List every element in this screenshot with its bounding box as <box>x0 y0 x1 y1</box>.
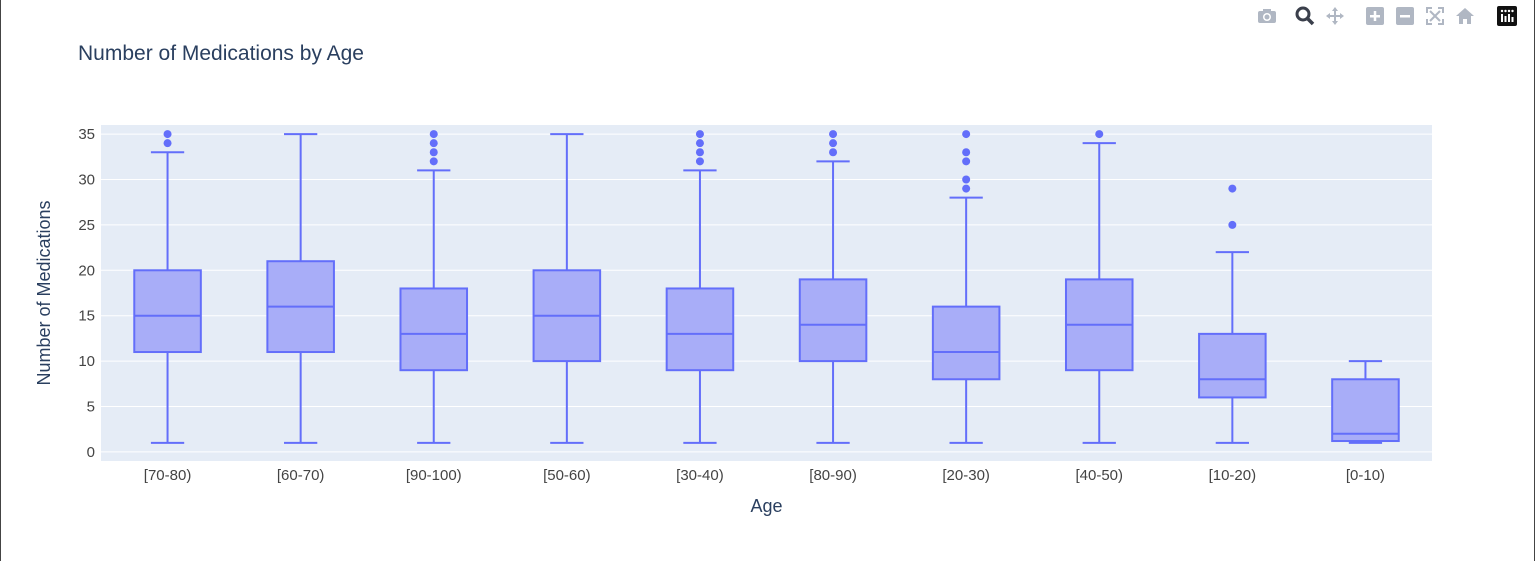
x-axis-title: Age <box>750 496 782 516</box>
box-[50-60)[interactable] <box>532 133 602 444</box>
y-tick-label: 10 <box>78 353 95 370</box>
y-tick-label: 0 <box>87 444 95 461</box>
box-[0-10)[interactable] <box>1331 360 1400 444</box>
x-tick-label: [60-70) <box>277 467 325 484</box>
outlier-point[interactable] <box>695 157 704 166</box>
box-[80-90)[interactable] <box>798 130 868 444</box>
zoom-in-icon[interactable] <box>1363 4 1387 28</box>
outlier-point[interactable] <box>1228 220 1237 229</box>
y-tick-labels: 0 5 10 15 20 25 30 35 <box>78 126 95 461</box>
y-tick-label: 20 <box>78 262 95 279</box>
y-tick-label: 5 <box>87 399 95 416</box>
outlier-point[interactable] <box>962 148 971 157</box>
plotly-logo-icon[interactable] <box>1495 4 1519 28</box>
zoom-icon[interactable] <box>1293 4 1317 28</box>
y-tick-label: 25 <box>78 217 95 234</box>
box-[20-30)[interactable] <box>931 130 1001 444</box>
outlier-point[interactable] <box>695 139 704 148</box>
box-[60-70)[interactable] <box>266 133 335 444</box>
x-tick-label: [80-90) <box>809 467 857 484</box>
outlier-point[interactable] <box>1228 184 1237 193</box>
outlier-point[interactable] <box>163 130 172 139</box>
box-[90-100)[interactable] <box>399 130 469 444</box>
iqr-box <box>798 278 868 363</box>
boxes <box>133 130 1400 444</box>
x-tick-label: [30-40) <box>676 467 724 484</box>
iqr-box <box>931 305 1001 381</box>
outlier-point[interactable] <box>962 184 971 193</box>
outlier-point[interactable] <box>695 130 704 139</box>
y-tick-label: 30 <box>78 171 95 188</box>
iqr-box <box>399 287 469 372</box>
iqr-box <box>1198 332 1267 399</box>
box-[10-20)[interactable] <box>1198 184 1267 444</box>
outlier-point[interactable] <box>829 139 838 148</box>
outlier-point[interactable] <box>429 139 438 148</box>
outlier-point[interactable] <box>429 130 438 139</box>
box-[40-50)[interactable] <box>1064 130 1134 444</box>
outlier-point[interactable] <box>962 175 971 184</box>
x-tick-label: [10-20) <box>1209 467 1257 484</box>
x-tick-label: [50-60) <box>543 467 591 484</box>
autoscale-icon[interactable] <box>1423 4 1447 28</box>
outlier-point[interactable] <box>829 130 838 139</box>
x-tick-label: [70-80) <box>144 467 192 484</box>
outlier-point[interactable] <box>962 130 971 139</box>
y-tick-label: 15 <box>78 308 95 325</box>
outlier-point[interactable] <box>429 148 438 157</box>
x-tick-label: [0-10) <box>1346 467 1385 484</box>
pan-icon[interactable] <box>1323 4 1347 28</box>
outlier-point[interactable] <box>962 157 971 166</box>
modebar <box>1255 4 1525 28</box>
camera-icon[interactable] <box>1255 4 1279 28</box>
box-[70-80)[interactable] <box>133 130 202 444</box>
zoom-out-icon[interactable] <box>1393 4 1417 28</box>
reset-axes-icon[interactable] <box>1453 4 1477 28</box>
x-tick-label: [40-50) <box>1075 467 1123 484</box>
iqr-box <box>1331 378 1400 443</box>
x-tick-labels: [70-80) [60-70) [90-100) [50-60) [30-40) [80-… <box>144 467 1385 484</box>
outlier-point[interactable] <box>695 148 704 157</box>
outlier-point[interactable] <box>1095 130 1104 139</box>
x-tick-label: [90-100) <box>406 467 462 484</box>
y-axis-title: Number of Medications <box>34 200 54 385</box>
outlier-point[interactable] <box>429 157 438 166</box>
y-tick-label: 35 <box>78 126 95 143</box>
x-tick-label: [20-30) <box>942 467 990 484</box>
outlier-point[interactable] <box>829 148 838 157</box>
chart-title: Number of Medications by Age <box>78 42 364 65</box>
outlier-point[interactable] <box>163 139 172 148</box>
box-[30-40)[interactable] <box>665 130 735 444</box>
iqr-box <box>665 287 735 372</box>
iqr-box <box>133 269 202 354</box>
